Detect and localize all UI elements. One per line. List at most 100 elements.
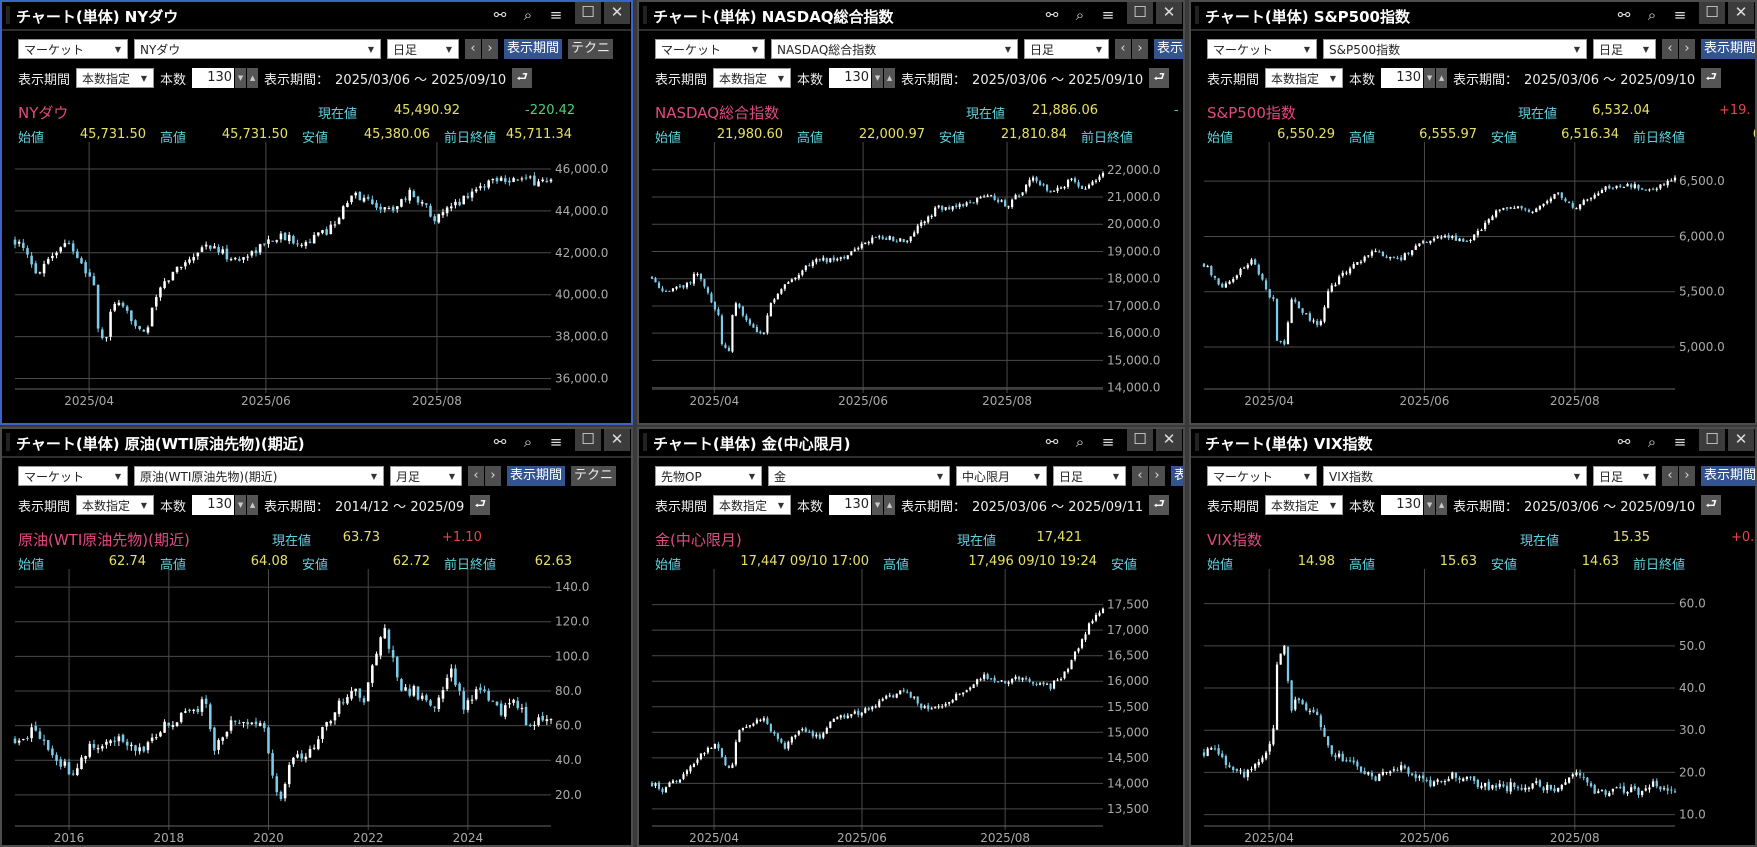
step-down-icon[interactable]: ▼ [872, 68, 884, 88]
title-bar[interactable]: チャート(単体) NASDAQ総合指数 ⚯ ⌕ ≡ ☐ ✕ [639, 2, 1183, 31]
link-icon[interactable]: ⚯ [493, 6, 507, 24]
select-symbol-1[interactable]: NYダウ ▼ [134, 39, 381, 59]
link-icon[interactable]: ⚯ [1617, 433, 1631, 451]
select-interval[interactable]: 日足 ▼ [1593, 466, 1656, 486]
period-button[interactable]: 表示期間 [1171, 466, 1183, 486]
drag-handle[interactable] [6, 433, 10, 451]
select-market[interactable]: マーケット ▼ [18, 39, 128, 59]
period-button[interactable]: 表示期間 [504, 39, 563, 59]
title-bar[interactable]: チャート(単体) S&P500指数 ⚯ ⌕ ≡ ☐ ✕ [1191, 2, 1755, 31]
menu-icon[interactable]: ≡ [1101, 433, 1115, 451]
technical-button[interactable]: テクニ [571, 466, 617, 486]
link-icon[interactable]: ⚯ [493, 433, 507, 451]
mode-select[interactable]: 本数指定 ▼ [1265, 68, 1344, 88]
select-interval[interactable]: 日足 ▼ [1053, 466, 1126, 486]
reset-icon[interactable]: ⮐ [1149, 68, 1170, 88]
close-icon[interactable]: ✕ [1156, 429, 1182, 451]
period-button[interactable]: 表示期間 [1154, 39, 1183, 59]
select-symbol-1[interactable]: NASDAQ総合指数 ▼ [771, 39, 1018, 59]
select-interval[interactable]: 日足 ▼ [1024, 39, 1109, 59]
select-market[interactable]: 先物OP ▼ [655, 466, 762, 486]
drag-handle[interactable] [1195, 433, 1199, 451]
step-down-icon[interactable]: ▼ [1424, 68, 1436, 88]
candlestick-chart[interactable]: 14,000.0 15,000.0 16,000.0 17,000.0 18,000.0… [639, 2, 1185, 419]
candlestick-chart[interactable]: 10.0 20.0 30.0 40.0 50.0 60.0 2025/04 2025/06 20… [1191, 429, 1757, 847]
step-up-icon[interactable]: ▲ [884, 68, 896, 88]
mode-select[interactable]: 本数指定 ▼ [76, 495, 155, 515]
chevron-right-icon[interactable]: › [1132, 39, 1148, 59]
candlestick-chart[interactable]: 36,000.0 38,000.0 40,000.0 42,000.0 44,000.0… [2, 2, 633, 419]
count-input[interactable]: 130 [1381, 68, 1424, 88]
select-market[interactable]: マーケット ▼ [1207, 39, 1317, 59]
step-down-icon[interactable]: ▼ [235, 495, 247, 515]
chevron-right-icon[interactable]: › [482, 39, 498, 59]
search-icon[interactable]: ⌕ [1075, 433, 1085, 451]
mode-select[interactable]: 本数指定 ▼ [76, 68, 155, 88]
search-icon[interactable]: ⌕ [1647, 6, 1657, 24]
reset-icon[interactable]: ⮐ [512, 68, 533, 88]
select-symbol-1[interactable]: VIX指数 ▼ [1323, 466, 1587, 486]
chevron-right-icon[interactable]: › [1149, 466, 1165, 486]
mode-select[interactable]: 本数指定 ▼ [1265, 495, 1344, 515]
close-icon[interactable]: ✕ [1156, 2, 1182, 24]
link-icon[interactable]: ⚯ [1617, 6, 1631, 24]
link-icon[interactable]: ⚯ [1045, 6, 1059, 24]
mode-select[interactable]: 本数指定 ▼ [713, 495, 792, 515]
period-button[interactable]: 表示期間 [507, 466, 566, 486]
select-interval[interactable]: 日足 ▼ [387, 39, 459, 59]
reset-icon[interactable]: ⮐ [1149, 495, 1170, 515]
select-market[interactable]: マーケット ▼ [1207, 466, 1317, 486]
period-button[interactable]: 表示期間 [1701, 39, 1755, 59]
step-down-icon[interactable]: ▼ [1424, 495, 1436, 515]
search-icon[interactable]: ⌕ [523, 433, 533, 451]
select-symbol-2[interactable]: 中心限月 ▼ [956, 466, 1047, 486]
title-bar[interactable]: チャート(単体) NYダウ ⚯ ⌕ ≡ ☐ ✕ [2, 2, 631, 31]
maximize-icon[interactable]: ☐ [1127, 2, 1153, 24]
count-input[interactable]: 130 [1381, 495, 1424, 515]
step-up-icon[interactable]: ▲ [247, 68, 259, 88]
candlestick-chart[interactable]: 5,000.0 5,500.0 6,000.0 6,500.0 2025/04 2025/… [1191, 2, 1757, 419]
link-icon[interactable]: ⚯ [1045, 433, 1059, 451]
search-icon[interactable]: ⌕ [1647, 433, 1657, 451]
menu-icon[interactable]: ≡ [549, 433, 563, 451]
drag-handle[interactable] [643, 6, 647, 24]
close-icon[interactable]: ✕ [604, 429, 630, 451]
chevron-right-icon[interactable]: › [485, 466, 501, 486]
technical-button[interactable]: テクニ [568, 39, 614, 59]
step-up-icon[interactable]: ▲ [1436, 495, 1448, 515]
title-bar[interactable]: チャート(単体) 原油(WTI原油先物)(期近) ⚯ ⌕ ≡ ☐ ✕ [2, 429, 631, 458]
chevron-right-icon[interactable]: › [1679, 39, 1695, 59]
mode-select[interactable]: 本数指定 ▼ [713, 68, 792, 88]
title-bar[interactable]: チャート(単体) 金(中心限月) ⚯ ⌕ ≡ ☐ ✕ [639, 429, 1183, 458]
menu-icon[interactable]: ≡ [549, 6, 563, 24]
title-bar[interactable]: チャート(単体) VIX指数 ⚯ ⌕ ≡ ☐ ✕ [1191, 429, 1755, 458]
select-symbol-1[interactable]: S&P500指数 ▼ [1323, 39, 1587, 59]
select-interval[interactable]: 日足 ▼ [1593, 39, 1656, 59]
close-icon[interactable]: ✕ [1728, 429, 1754, 451]
close-icon[interactable]: ✕ [1728, 2, 1754, 24]
maximize-icon[interactable]: ☐ [575, 2, 601, 24]
period-button[interactable]: 表示期間 [1701, 466, 1755, 486]
select-market[interactable]: マーケット ▼ [655, 39, 765, 59]
step-up-icon[interactable]: ▲ [247, 495, 259, 515]
close-icon[interactable]: ✕ [604, 2, 630, 24]
chevron-left-icon[interactable]: ‹ [1662, 39, 1678, 59]
menu-icon[interactable]: ≡ [1673, 433, 1687, 451]
reset-icon[interactable]: ⮐ [1701, 68, 1722, 88]
count-input[interactable]: 130 [192, 68, 235, 88]
chevron-left-icon[interactable]: ‹ [1115, 39, 1131, 59]
count-input[interactable]: 130 [829, 68, 872, 88]
drag-handle[interactable] [643, 433, 647, 451]
candlestick-chart[interactable]: 20.0 40.0 60.0 80.0 100.0 120.0 140.0 2016 2018 2… [2, 429, 633, 847]
menu-icon[interactable]: ≡ [1101, 6, 1115, 24]
chevron-right-icon[interactable]: › [1679, 466, 1695, 486]
drag-handle[interactable] [1195, 6, 1199, 24]
search-icon[interactable]: ⌕ [1075, 6, 1085, 24]
select-symbol-1[interactable]: 原油(WTI原油先物)(期近) ▼ [134, 466, 384, 486]
maximize-icon[interactable]: ☐ [1127, 429, 1153, 451]
maximize-icon[interactable]: ☐ [575, 429, 601, 451]
candlestick-chart[interactable]: 13,500 14,000 14,500 15,000 15,500 16,000 16,5… [639, 429, 1185, 847]
chevron-left-icon[interactable]: ‹ [1662, 466, 1678, 486]
reset-icon[interactable]: ⮐ [1701, 495, 1722, 515]
select-market[interactable]: マーケット ▼ [18, 466, 128, 486]
